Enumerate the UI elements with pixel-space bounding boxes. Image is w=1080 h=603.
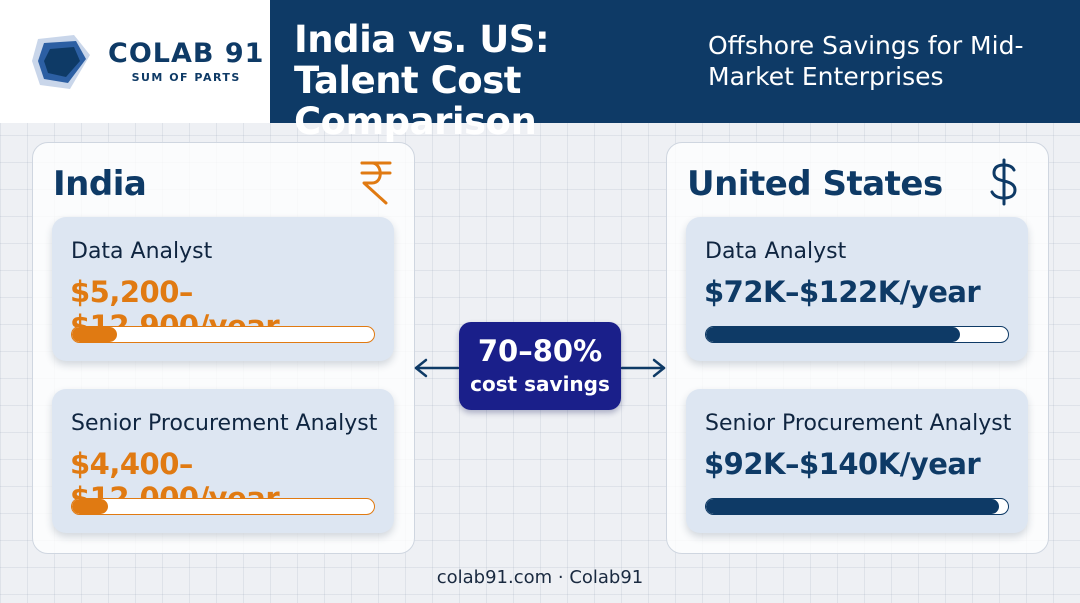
header: COLAB 91 SUM OF PARTS India vs. US: Tale… <box>0 0 1080 142</box>
salary-bar <box>705 326 1009 343</box>
salary-bar-fill <box>72 499 109 514</box>
savings-badge: 70–80% cost savings <box>459 322 621 410</box>
role-title: Data Analyst <box>705 239 847 264</box>
us-panel: United States Data Analyst $72K–$122K/ye… <box>666 142 1049 554</box>
role-title: Data Analyst <box>71 239 213 264</box>
page-title: India vs. US: Talent Cost Comparison <box>294 18 550 143</box>
savings-label: cost savings <box>470 372 610 396</box>
us-role-card: Senior Procurement Analyst $92K–$140K/ye… <box>686 389 1028 533</box>
salary-bar-fill <box>706 327 960 342</box>
colab91-logo-icon <box>30 31 96 93</box>
salary-range: $72K–$122K/year <box>704 275 981 309</box>
rupee-icon <box>356 157 396 207</box>
salary-bar-fill <box>72 327 118 342</box>
salary-bar <box>71 326 375 343</box>
india-panel-title: India <box>53 164 147 204</box>
logo[interactable]: COLAB 91 SUM OF PARTS <box>0 0 270 123</box>
savings-percent: 70–80% <box>477 334 603 368</box>
salary-range: $92K–$140K/year <box>704 447 981 481</box>
double-arrow-icon <box>412 353 668 383</box>
salary-bar <box>71 498 375 515</box>
us-role-card: Data Analyst $72K–$122K/year <box>686 217 1028 361</box>
logo-name: COLAB 91 <box>108 38 265 69</box>
role-title: Senior Procurement Analyst <box>705 411 1012 436</box>
india-panel: India Data Analyst $5,200–$12,900/year S… <box>32 142 415 554</box>
india-role-card: Senior Procurement Analyst $4,400–$12,00… <box>52 389 394 533</box>
us-panel-title: United States <box>687 164 943 204</box>
dollar-icon <box>986 157 1026 207</box>
title-band: India vs. US: Talent Cost Comparison Off… <box>270 0 1080 142</box>
footer[interactable]: colab91.com · Colab91 <box>436 567 644 588</box>
page-subtitle: Offshore Savings for Mid-Market Enterpri… <box>708 31 1024 91</box>
salary-bar-fill <box>706 499 999 514</box>
role-title: Senior Procurement Analyst <box>71 411 378 436</box>
india-role-card: Data Analyst $5,200–$12,900/year <box>52 217 394 361</box>
salary-bar <box>705 498 1009 515</box>
logo-tagline: SUM OF PARTS <box>131 71 241 84</box>
